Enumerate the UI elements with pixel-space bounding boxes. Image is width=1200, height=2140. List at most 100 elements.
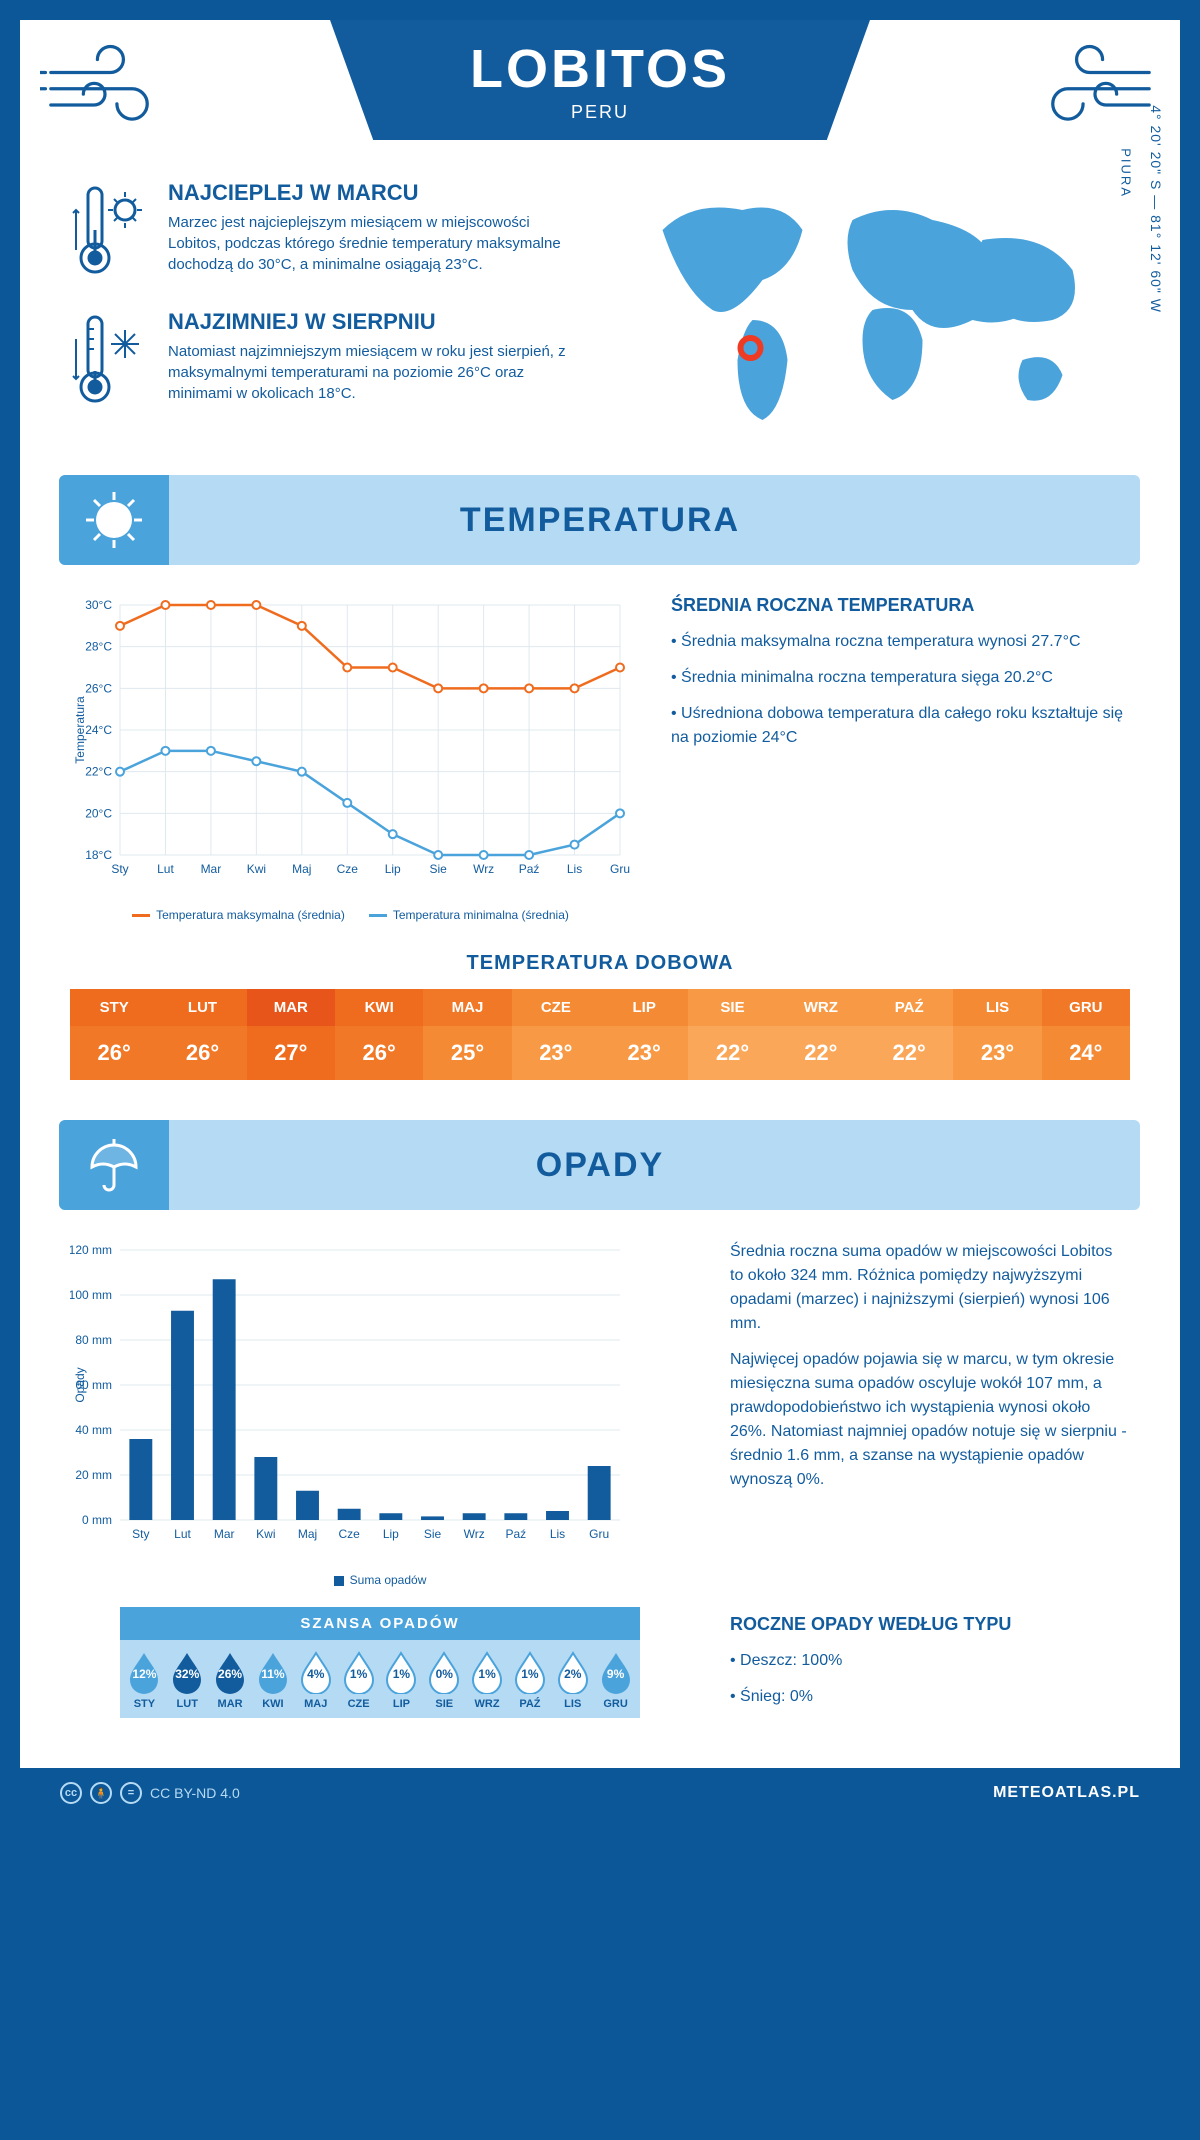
svg-text:Maj: Maj bbox=[292, 862, 311, 876]
month-value: 23° bbox=[600, 1026, 688, 1080]
month-value: 26° bbox=[158, 1026, 246, 1080]
svg-text:Maj: Maj bbox=[298, 1527, 317, 1541]
svg-text:100 mm: 100 mm bbox=[70, 1288, 112, 1302]
month-header: CZE bbox=[512, 989, 600, 1026]
temp-summary-title: ŚREDNIA ROCZNA TEMPERATURA bbox=[671, 595, 1130, 616]
title: LOBITOS bbox=[330, 38, 870, 100]
precip-para-1: Najwięcej opadów pojawia się w marcu, w … bbox=[730, 1348, 1130, 1492]
month-header: LIS bbox=[953, 989, 1041, 1026]
svg-text:Lip: Lip bbox=[383, 1527, 399, 1541]
footer: cc 🧍 = CC BY-ND 4.0 METEOATLAS.PL bbox=[20, 1768, 1180, 1818]
rain-chance-cell: 11%KWI bbox=[252, 1650, 293, 1710]
rain-chance-cell: 1%WRZ bbox=[467, 1650, 508, 1710]
coords-label: 4° 20' 20" S — 81° 12' 60" W bbox=[1148, 105, 1164, 313]
month-value: 26° bbox=[70, 1026, 158, 1080]
brand: METEOATLAS.PL bbox=[993, 1784, 1140, 1802]
svg-text:Lip: Lip bbox=[385, 862, 401, 876]
svg-text:Paź: Paź bbox=[505, 1527, 526, 1541]
intro-row: NAJCIEPLEJ W MARCU Marzec jest najcieple… bbox=[20, 170, 1180, 475]
rain-chance-cell: 32%LUT bbox=[167, 1650, 208, 1710]
section-banner-temperature: TEMPERATURA bbox=[60, 475, 1140, 565]
svg-text:20°C: 20°C bbox=[85, 806, 112, 820]
rain-chance-title: SZANSA OPADÓW bbox=[120, 1607, 640, 1640]
svg-text:Temperatura: Temperatura bbox=[73, 696, 87, 764]
map-column: PIURA 4° 20' 20" S — 81° 12' 60" W bbox=[615, 180, 1130, 445]
world-map-icon bbox=[615, 180, 1130, 440]
precip-para-0: Średnia roczna suma opadów w miejscowośc… bbox=[730, 1240, 1130, 1336]
month-header: PAŹ bbox=[865, 989, 953, 1026]
precip-type-title: ROCZNE OPADY WEDŁUG TYPU bbox=[730, 1614, 1130, 1635]
precip-type-1: Śnieg: 0% bbox=[730, 1685, 1130, 1709]
facts-column: NAJCIEPLEJ W MARCU Marzec jest najcieple… bbox=[70, 180, 585, 445]
month-header: GRU bbox=[1042, 989, 1130, 1026]
month-header: LIP bbox=[600, 989, 688, 1026]
page: LOBITOS PERU bbox=[20, 20, 1180, 1818]
thermometer-sun-icon bbox=[70, 180, 150, 285]
rain-chance-cell: 2%LIS bbox=[552, 1650, 593, 1710]
temperature-heading: TEMPERATURA bbox=[460, 501, 740, 540]
month-header: MAR bbox=[247, 989, 335, 1026]
fact-cold-title: NAJZIMNIEJ W SIERPNIU bbox=[168, 309, 585, 335]
temp-bullet-2: Uśredniona dobowa temperatura dla całego… bbox=[671, 702, 1130, 750]
svg-text:24°C: 24°C bbox=[85, 723, 112, 737]
legend-max-label: Temperatura maksymalna (średnia) bbox=[156, 908, 345, 922]
svg-text:26°C: 26°C bbox=[85, 681, 112, 695]
svg-text:Opady: Opady bbox=[73, 1367, 87, 1402]
svg-text:18°C: 18°C bbox=[85, 848, 112, 862]
svg-text:Gru: Gru bbox=[589, 1527, 609, 1541]
rain-chance-cell: 26%MAR bbox=[210, 1650, 251, 1710]
month-value: 25° bbox=[423, 1026, 511, 1080]
month-value: 23° bbox=[953, 1026, 1041, 1080]
svg-text:30°C: 30°C bbox=[85, 598, 112, 612]
fact-hot-title: NAJCIEPLEJ W MARCU bbox=[168, 180, 585, 206]
svg-text:Cze: Cze bbox=[337, 862, 359, 876]
umbrella-icon bbox=[59, 1120, 169, 1210]
by-icon: 🧍 bbox=[90, 1782, 112, 1804]
svg-text:Sty: Sty bbox=[132, 1527, 149, 1541]
svg-text:Wrz: Wrz bbox=[473, 862, 494, 876]
subtitle: PERU bbox=[330, 102, 870, 123]
svg-text:Mar: Mar bbox=[201, 862, 222, 876]
month-value: 26° bbox=[335, 1026, 423, 1080]
month-header: WRZ bbox=[777, 989, 865, 1026]
month-value: 23° bbox=[512, 1026, 600, 1080]
svg-text:40 mm: 40 mm bbox=[75, 1423, 112, 1437]
svg-text:Sie: Sie bbox=[430, 862, 448, 876]
svg-text:Lis: Lis bbox=[567, 862, 582, 876]
precip-summary: Średnia roczna suma opadów w miejscowośc… bbox=[730, 1240, 1130, 1728]
temperature-summary: ŚREDNIA ROCZNA TEMPERATURA Średnia maksy… bbox=[671, 595, 1130, 922]
rain-chance-cell: 9%GRU bbox=[595, 1650, 636, 1710]
month-header: KWI bbox=[335, 989, 423, 1026]
precip-row: 0 mm20 mm40 mm60 mm80 mm100 mm120 mmStyL… bbox=[20, 1210, 1180, 1748]
fact-cold: NAJZIMNIEJ W SIERPNIU Natomiast najzimni… bbox=[70, 309, 585, 414]
svg-text:Lut: Lut bbox=[174, 1527, 191, 1541]
svg-text:Sty: Sty bbox=[111, 862, 128, 876]
svg-text:Lut: Lut bbox=[157, 862, 174, 876]
svg-text:120 mm: 120 mm bbox=[70, 1243, 112, 1257]
fact-hot-text: Marzec jest najcieplejszym miesiącem w m… bbox=[168, 212, 585, 275]
rain-chance-cell: 4%MAJ bbox=[295, 1650, 336, 1710]
month-header: STY bbox=[70, 989, 158, 1026]
month-header: LUT bbox=[158, 989, 246, 1026]
legend-bar-label: Suma opadów bbox=[350, 1573, 427, 1587]
svg-text:Cze: Cze bbox=[338, 1527, 360, 1541]
svg-text:80 mm: 80 mm bbox=[75, 1333, 112, 1347]
legend-min-label: Temperatura minimalna (średnia) bbox=[393, 908, 569, 922]
wind-icon-left bbox=[20, 20, 190, 140]
precip-chart: 0 mm20 mm40 mm60 mm80 mm100 mm120 mmStyL… bbox=[70, 1240, 690, 1728]
svg-text:Gru: Gru bbox=[610, 862, 630, 876]
license-text: CC BY-ND 4.0 bbox=[150, 1785, 240, 1801]
cc-icon: cc bbox=[60, 1782, 82, 1804]
month-header: SIE bbox=[688, 989, 776, 1026]
month-value: 22° bbox=[865, 1026, 953, 1080]
svg-text:0 mm: 0 mm bbox=[82, 1513, 112, 1527]
fact-cold-text: Natomiast najzimniejszym miesiącem w rok… bbox=[168, 341, 585, 404]
temp-bullet-1: Średnia minimalna roczna temperatura się… bbox=[671, 666, 1130, 690]
svg-text:Paź: Paź bbox=[519, 862, 540, 876]
title-band: LOBITOS PERU bbox=[330, 20, 870, 140]
rain-chance-cell: 12%STY bbox=[124, 1650, 165, 1710]
svg-text:Sie: Sie bbox=[424, 1527, 442, 1541]
month-value: 27° bbox=[247, 1026, 335, 1080]
temperature-row: 18°C20°C22°C24°C26°C28°C30°CStyLutMarKwi… bbox=[20, 565, 1180, 942]
month-value: 22° bbox=[688, 1026, 776, 1080]
